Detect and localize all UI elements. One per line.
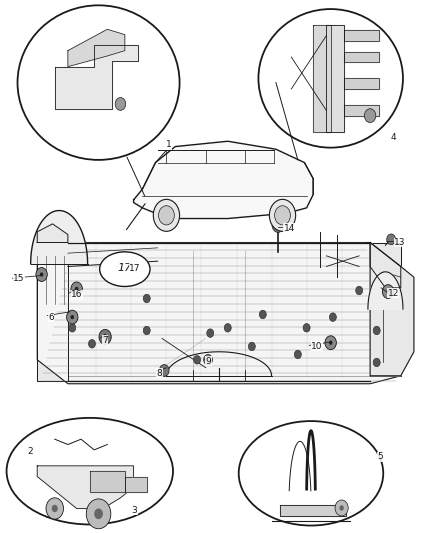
Circle shape [259, 310, 266, 319]
Circle shape [67, 310, 78, 324]
Circle shape [103, 334, 107, 340]
Polygon shape [90, 471, 125, 492]
Circle shape [115, 98, 126, 110]
Text: 6: 6 [48, 313, 54, 321]
Polygon shape [134, 141, 313, 219]
Circle shape [143, 294, 150, 303]
Circle shape [339, 505, 344, 511]
Polygon shape [37, 224, 68, 243]
Circle shape [387, 234, 396, 245]
Text: 3: 3 [131, 506, 137, 514]
Text: 16: 16 [71, 290, 82, 299]
Circle shape [382, 285, 394, 298]
Polygon shape [31, 211, 88, 264]
Circle shape [71, 315, 74, 319]
Circle shape [159, 365, 169, 376]
Polygon shape [344, 52, 379, 62]
Polygon shape [370, 243, 414, 376]
Polygon shape [370, 243, 401, 288]
Circle shape [224, 324, 231, 332]
Text: 2: 2 [27, 448, 33, 456]
Text: 10: 10 [311, 342, 322, 351]
Circle shape [272, 217, 284, 232]
Circle shape [71, 282, 82, 296]
Circle shape [269, 199, 296, 231]
Circle shape [153, 199, 180, 231]
Polygon shape [344, 78, 379, 89]
Circle shape [207, 329, 214, 337]
Circle shape [88, 340, 95, 348]
Polygon shape [37, 466, 134, 508]
Circle shape [194, 356, 201, 364]
Text: 12: 12 [388, 289, 399, 297]
Polygon shape [344, 105, 379, 116]
Circle shape [248, 342, 255, 351]
Polygon shape [37, 248, 68, 381]
Circle shape [204, 354, 212, 365]
Text: 17: 17 [129, 264, 141, 272]
Circle shape [52, 505, 58, 512]
Circle shape [143, 326, 150, 335]
Text: 5: 5 [378, 453, 383, 461]
Polygon shape [313, 25, 331, 132]
Circle shape [86, 499, 111, 529]
Polygon shape [326, 25, 344, 132]
Polygon shape [37, 243, 401, 384]
Text: 1: 1 [166, 141, 171, 149]
Circle shape [373, 358, 380, 367]
Circle shape [75, 287, 78, 291]
Text: 14: 14 [284, 224, 295, 232]
Circle shape [46, 498, 64, 519]
Ellipse shape [7, 418, 173, 524]
Circle shape [159, 206, 174, 225]
Text: 4: 4 [391, 133, 396, 142]
Circle shape [40, 272, 43, 277]
Circle shape [329, 313, 336, 321]
Text: 7: 7 [102, 336, 108, 344]
Polygon shape [368, 272, 403, 309]
Circle shape [36, 268, 47, 281]
Circle shape [294, 350, 301, 359]
Circle shape [73, 286, 80, 295]
Polygon shape [370, 243, 401, 376]
Circle shape [275, 206, 290, 225]
Circle shape [356, 286, 363, 295]
Text: 17: 17 [118, 263, 132, 272]
Polygon shape [344, 30, 379, 41]
Text: 9: 9 [206, 357, 212, 366]
Circle shape [94, 508, 103, 519]
Text: 8: 8 [157, 369, 162, 377]
Ellipse shape [18, 5, 180, 160]
Circle shape [364, 109, 376, 123]
Circle shape [335, 500, 348, 516]
Text: 13: 13 [394, 238, 406, 247]
Polygon shape [280, 505, 346, 516]
Ellipse shape [99, 252, 150, 287]
Circle shape [329, 341, 332, 345]
Polygon shape [125, 477, 147, 492]
Ellipse shape [258, 9, 403, 148]
Polygon shape [55, 45, 138, 109]
Circle shape [303, 324, 310, 332]
Ellipse shape [239, 421, 383, 526]
Circle shape [325, 336, 336, 350]
Circle shape [69, 324, 76, 332]
Circle shape [99, 329, 111, 344]
Polygon shape [68, 29, 125, 67]
Circle shape [373, 326, 380, 335]
Circle shape [386, 289, 390, 294]
Text: 15: 15 [13, 274, 25, 283]
